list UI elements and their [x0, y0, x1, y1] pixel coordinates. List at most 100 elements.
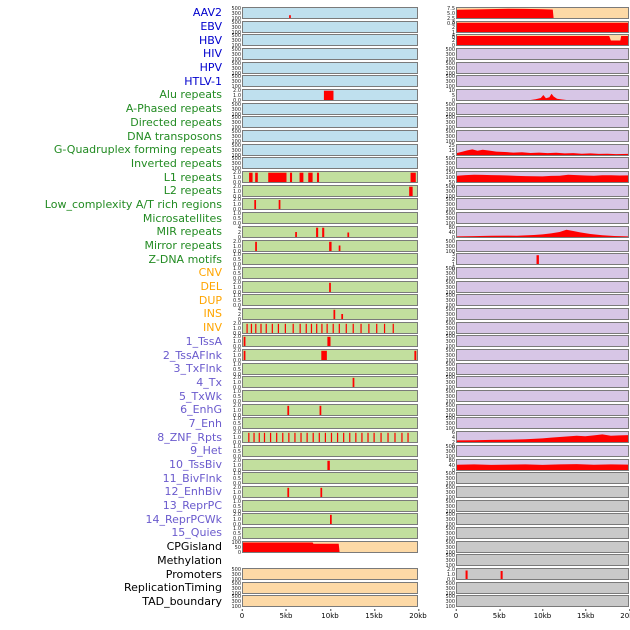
- track-panel-left: [242, 225, 418, 238]
- track-panel-left: [242, 20, 418, 33]
- y-tick-label: 100: [445, 385, 455, 392]
- panel-group-left: 500 300 100: [228, 102, 418, 117]
- y-axis-ticks: 80 40 0: [442, 224, 456, 240]
- y-tick-label: 1.0: [233, 489, 241, 496]
- y-tick-label: 300: [445, 353, 455, 360]
- x-axis-spacer-left: [0, 609, 242, 625]
- y-axis-ticks: 500 300 100: [442, 102, 456, 117]
- track-label: A-Phased repeats: [125, 102, 222, 116]
- y-tick-label: 300: [231, 572, 241, 579]
- y-axis-ticks: 500 300 100: [442, 581, 456, 596]
- track-row: 5_TxWk 1.0 0.5 0.0 500 300 100: [0, 389, 630, 405]
- panel-group-right: 500 300 100: [442, 47, 629, 62]
- y-tick-label: 300: [445, 202, 455, 209]
- y-tick-label: 100: [445, 426, 455, 433]
- track-label: CPGisland: [166, 540, 222, 554]
- track-panel-right: [456, 266, 629, 279]
- panel-group-left: 500 300 100: [228, 116, 418, 132]
- y-tick-label: 0.0: [233, 412, 241, 419]
- track-row: HPV 500 300 100 500 300 100: [0, 61, 630, 77]
- y-axis-ticks: 1.0 0.5 0.0: [228, 499, 242, 514]
- track-row: 6_EnhG 2.0 1.0 0.0 500 300 100: [0, 403, 630, 419]
- y-tick-label: 300: [445, 407, 455, 414]
- track-label: HBV: [198, 33, 222, 47]
- y-tick-label: 80: [448, 224, 455, 231]
- y-tick-label: 2.0: [233, 484, 241, 491]
- track-row: 1_TssA 2.0 1.0 0.0 500 300 100: [0, 334, 630, 351]
- y-tick-label: 0: [451, 43, 455, 50]
- track-label: INV: [203, 321, 222, 335]
- y-tick-label: 0.0: [233, 303, 241, 310]
- y-tick-label: 300: [231, 51, 241, 58]
- y-tick-label: 100: [445, 221, 455, 228]
- y-axis-ticks: 500 300 100: [442, 485, 456, 500]
- y-tick-label: 0.0: [233, 330, 241, 337]
- panel-group-left: 2.0 1.0 0.0: [228, 280, 418, 295]
- y-tick-label: 0.5: [233, 421, 241, 428]
- y-tick-label: 300: [231, 10, 241, 17]
- y-tick-label: 100: [445, 481, 455, 488]
- y-tick-label: 0.5: [233, 476, 241, 483]
- y-tick-label: 0.5: [233, 257, 241, 264]
- track-label: HIV: [202, 47, 222, 61]
- y-tick-label: 500: [231, 594, 241, 601]
- y-tick-label: 500: [231, 33, 241, 40]
- track-row: 11_BivFlnk 1.0 0.5 0.0 500 300 100: [0, 471, 630, 488]
- panel-group-right: 150 100 50 0: [442, 171, 629, 191]
- panel-group-right: 500 300 100: [442, 403, 629, 418]
- y-tick-label: 1.0: [233, 462, 241, 469]
- x-axis-label: 0: [453, 609, 459, 621]
- track-label: 5_TxWk: [179, 389, 222, 403]
- x-axis: 0 5kb 10kb 15kb 20kb 0 5kb 10kb 15kb 20kb: [0, 609, 630, 625]
- panel-group-left: 500 300 100: [228, 143, 418, 158]
- y-tick-label: 300: [445, 503, 455, 510]
- track-label: 1_TssA: [185, 334, 222, 348]
- y-tick-label: 2.0: [233, 457, 241, 464]
- panel-group-left: 2.0 1.0 0.0: [228, 198, 418, 213]
- y-tick-label: 300: [231, 65, 241, 72]
- track-row: EBV 500 300 100 3 2 1 0: [0, 19, 630, 40]
- y-tick-label: 500: [445, 443, 455, 450]
- y-axis-ticks: 1.0 0.5 0.0: [228, 444, 242, 459]
- track-panel-left: [242, 294, 418, 307]
- panel-group-right: 500 300 100: [442, 539, 629, 555]
- x-axis-label: 5kb: [279, 609, 293, 621]
- y-tick-label: 500: [445, 197, 455, 204]
- y-tick-label: 500: [445, 539, 455, 546]
- track-panel-right: [456, 212, 629, 225]
- y-tick-label: 300: [445, 517, 455, 524]
- track-panel-left: [242, 335, 418, 348]
- y-axis-ticks: 500 300 100: [442, 130, 456, 145]
- panel-group-left: 500 300 100: [228, 61, 418, 77]
- y-tick-label: 1.0: [233, 471, 241, 478]
- y-tick-label: 300: [231, 585, 241, 592]
- y-tick-label: 0: [237, 234, 241, 241]
- track-panel-left: [242, 349, 418, 362]
- track-panel-left: [242, 458, 418, 471]
- y-axis-ticks: 500 300 100: [228, 33, 242, 49]
- panel-group-right: 500 300 100: [442, 307, 629, 322]
- y-tick-label: 5.0: [447, 10, 455, 17]
- y-tick-label: 3: [451, 19, 455, 26]
- track-panel-right: [456, 157, 629, 170]
- track-panel-left: [242, 47, 418, 60]
- y-tick-label: 100: [231, 70, 241, 77]
- y-tick-label: 0.0: [233, 440, 241, 447]
- y-tick-label: 100: [445, 508, 455, 515]
- y-tick-label: 500: [231, 567, 241, 574]
- panel-group-left: 1.0 0.5 0.0: [228, 362, 418, 377]
- y-tick-label: 100: [231, 125, 241, 132]
- y-tick-label: 1.0: [233, 265, 241, 272]
- track-row: Directed repeats 500 300 100 500 300 100: [0, 116, 630, 132]
- y-tick-label: 300: [231, 38, 241, 45]
- y-tick-label: 0.0: [233, 248, 241, 255]
- y-tick-label: 500: [445, 512, 455, 519]
- y-tick-label: 300: [231, 599, 241, 606]
- panel-group-right: 2.0 1.0 0.0: [442, 568, 629, 583]
- y-tick-label: 100: [445, 344, 455, 351]
- track-label: 3_TxFlnk: [173, 362, 222, 376]
